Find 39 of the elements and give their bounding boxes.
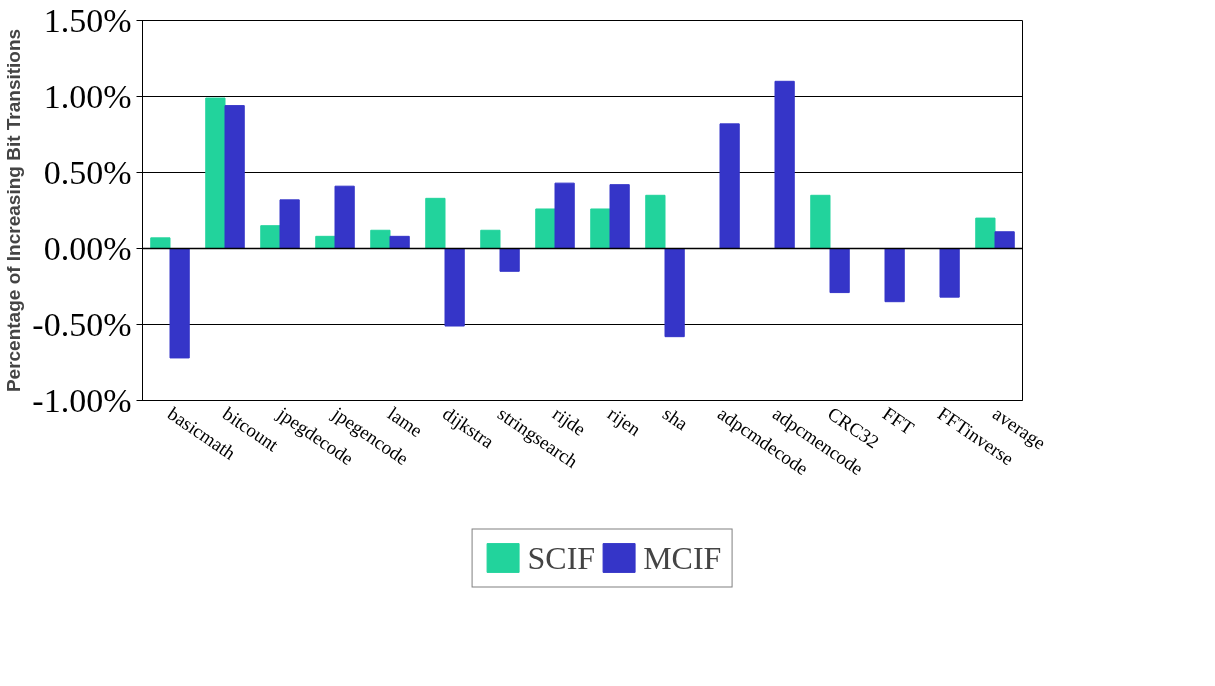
bar <box>645 194 666 249</box>
y-tick-label: 0.00% <box>43 230 132 267</box>
bar <box>664 248 685 338</box>
bar <box>719 123 740 249</box>
bar <box>829 248 850 294</box>
y-tick-label: -0.50% <box>32 306 132 343</box>
bar <box>939 248 960 298</box>
legend-label: SCIF <box>527 539 596 577</box>
bar <box>389 235 410 249</box>
bar <box>554 182 575 249</box>
legend-label: MCIF <box>643 539 722 577</box>
x-tick-label: rijen <box>604 402 646 441</box>
bar <box>205 97 226 249</box>
bar <box>774 80 795 249</box>
bar <box>884 248 905 303</box>
bar <box>224 105 245 249</box>
x-tick-label: FFT <box>879 402 919 439</box>
bar <box>334 185 355 249</box>
bar <box>279 199 300 249</box>
bar <box>370 229 391 249</box>
x-tick-label: sha <box>659 402 693 435</box>
bar <box>535 208 556 249</box>
bar <box>499 248 520 272</box>
bar <box>169 248 190 359</box>
bar <box>150 237 171 249</box>
y-tick-label: 1.00% <box>43 78 132 115</box>
y-tick-label: 1.50% <box>43 2 132 39</box>
y-axis-title: Percentage of Increasing Bit Transitions <box>3 28 25 393</box>
bar <box>590 208 611 249</box>
bar <box>810 194 831 249</box>
bar <box>975 217 996 249</box>
bar <box>444 248 465 327</box>
bar <box>480 229 501 249</box>
bar <box>609 184 630 249</box>
y-tick-label: -1.00% <box>32 382 132 419</box>
y-tick-label: 0.50% <box>43 154 132 191</box>
bar <box>994 231 1015 249</box>
bar <box>425 197 446 249</box>
bar <box>260 225 281 249</box>
